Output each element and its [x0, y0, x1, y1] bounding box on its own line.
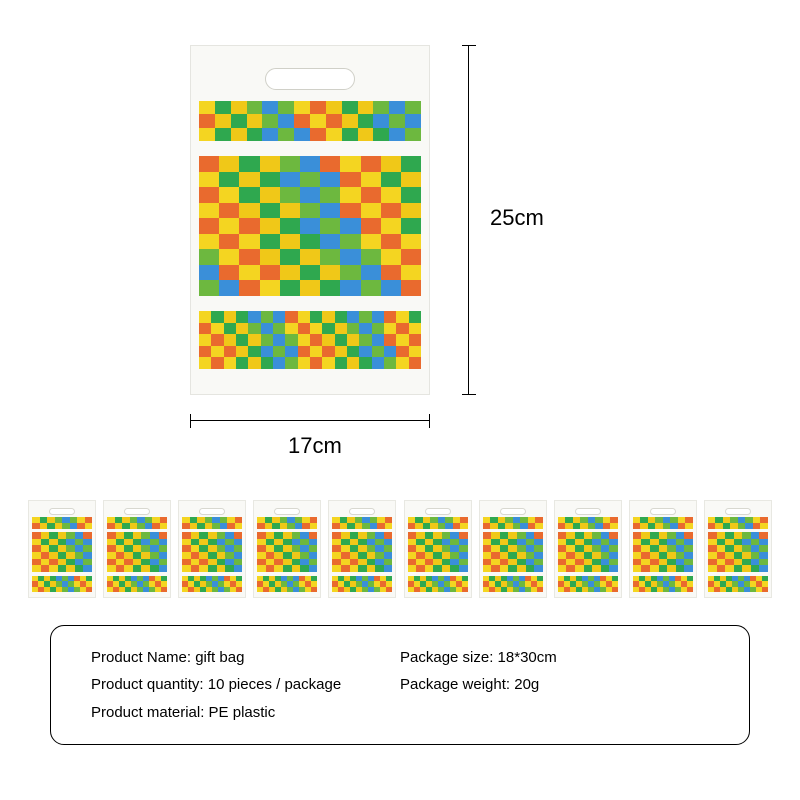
brick-pattern-section — [32, 517, 92, 529]
bag-handle-cutout — [265, 68, 355, 90]
brick-pattern-section — [257, 517, 317, 529]
width-dimension-line — [190, 420, 430, 421]
brick-pattern-section — [107, 532, 167, 572]
brick-pattern-section — [633, 576, 693, 592]
gift-bag-thumbnail — [404, 500, 472, 598]
spec-item: Package weight: 20g — [400, 676, 709, 693]
gift-bag-thumbnail — [328, 500, 396, 598]
bag-handle-cutout — [49, 508, 75, 515]
spec-item: Product quantity: 10 pieces / package — [91, 676, 400, 693]
brick-pattern-section — [708, 576, 768, 592]
bag-handle-cutout — [650, 508, 676, 515]
brick-pattern-section — [107, 576, 167, 592]
bag-handle-cutout — [349, 508, 375, 515]
brick-pattern-section — [408, 576, 468, 592]
brick-pattern-section — [182, 532, 242, 572]
brick-pattern-section — [332, 517, 392, 529]
brick-pattern-section — [257, 532, 317, 572]
brick-pattern-section — [199, 101, 421, 141]
height-label: 25cm — [490, 205, 544, 231]
bag-handle-cutout — [500, 508, 526, 515]
brick-pattern-section — [257, 576, 317, 592]
product-dimension-area: 25cm 17cm — [190, 45, 590, 435]
brick-pattern-section — [332, 532, 392, 572]
brick-pattern-section — [408, 517, 468, 529]
brick-pattern-section — [708, 517, 768, 529]
brick-pattern-section — [32, 532, 92, 572]
gift-bag-thumbnail — [178, 500, 246, 598]
brick-pattern-section — [199, 311, 421, 369]
brick-pattern-section — [182, 576, 242, 592]
gift-bag-main — [190, 45, 430, 395]
spec-item: Product Name: gift bag — [91, 649, 400, 666]
brick-pattern-section — [558, 532, 618, 572]
brick-pattern-section — [633, 517, 693, 529]
bag-handle-cutout — [124, 508, 150, 515]
brick-pattern-section — [633, 532, 693, 572]
brick-pattern-section — [483, 517, 543, 529]
spec-item: Product material: PE plastic — [91, 704, 400, 721]
brick-pattern-section — [558, 576, 618, 592]
height-dimension-line — [468, 45, 469, 395]
brick-pattern-section — [107, 517, 167, 529]
gift-bag-thumbnail — [253, 500, 321, 598]
bag-handle-cutout — [425, 508, 451, 515]
gift-bag-thumbnail — [629, 500, 697, 598]
bag-handle-cutout — [575, 508, 601, 515]
gift-bag-thumbnail — [479, 500, 547, 598]
gift-bag-thumbnail — [554, 500, 622, 598]
brick-pattern-section — [32, 576, 92, 592]
thumbnail-row — [28, 500, 772, 598]
brick-pattern-section — [182, 517, 242, 529]
bag-handle-cutout — [274, 508, 300, 515]
gift-bag-thumbnail — [103, 500, 171, 598]
brick-pattern-section — [483, 532, 543, 572]
spec-item: Package size: 18*30cm — [400, 649, 709, 666]
brick-pattern-section — [483, 576, 543, 592]
brick-pattern-section — [558, 517, 618, 529]
brick-pattern-section — [199, 156, 421, 296]
brick-pattern-section — [332, 576, 392, 592]
bag-handle-cutout — [199, 508, 225, 515]
specifications-box: Product Name: gift bagPackage size: 18*3… — [50, 625, 750, 745]
gift-bag-thumbnail — [704, 500, 772, 598]
brick-pattern-section — [408, 532, 468, 572]
gift-bag-thumbnail — [28, 500, 96, 598]
width-label: 17cm — [288, 433, 342, 459]
brick-pattern-section — [708, 532, 768, 572]
bag-handle-cutout — [725, 508, 751, 515]
